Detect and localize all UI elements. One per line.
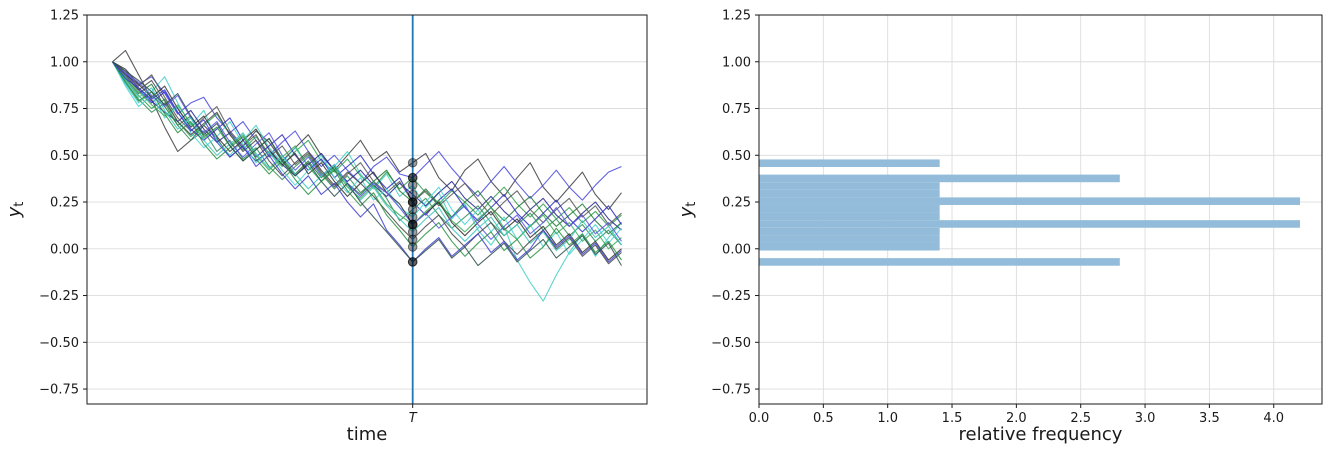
y-tick-label: 0.25 [50,196,79,211]
y-tick-label: 0.75 [722,102,751,117]
histogram-bar [759,235,940,243]
trajectory-line [112,61,622,235]
trajectory-line [112,61,622,267]
y-tick-label: 1.25 [722,9,751,24]
trajectory-line [112,61,622,250]
trajectory-line [112,61,622,231]
y-tick-label: −0.25 [711,289,751,304]
trajectory-line [112,61,622,246]
x-axis-label: time [347,424,388,445]
y-tick-label: −0.75 [711,383,751,398]
sample-dot [407,242,418,252]
sample-dot [407,212,418,222]
y-tick-label: −0.50 [39,336,79,351]
y-tick-label: 0.50 [50,149,79,164]
trajectory-line [112,61,622,261]
histogram-bar [759,227,940,236]
histogram-bar [759,204,940,213]
x-tick-label: 1.0 [877,411,898,426]
sample-dot [407,219,418,230]
y-tick-label: 0.00 [722,242,751,257]
sample-dot [407,234,418,245]
histogram-bar [759,182,940,190]
trajectory-line [112,61,622,265]
trajectory-line [112,61,622,261]
x-tick-label: 0.0 [749,411,770,426]
y-tick-label: 0.00 [50,242,79,257]
sample-dot [407,227,418,237]
histogram-bar [759,258,1120,266]
y-axis-label: yt [676,202,699,219]
x-tick-label: 0.5 [813,411,834,426]
trajectory-line [112,61,622,233]
x-tick-label: 2.0 [1006,411,1027,426]
trajectory-line [112,61,622,302]
axis-spine [758,14,1323,405]
trajectory-line [112,61,622,263]
y-tick-label: −0.25 [39,289,79,304]
trajectory-line [112,61,622,255]
sample-dot [407,257,418,267]
y-axis-label: yt [4,202,27,219]
y-tick-label: 0.50 [722,149,751,164]
x-tick-label: 2.5 [1070,411,1091,426]
trajectory-line [112,61,622,201]
sample-dot [407,157,418,168]
y-tick-label: 1.00 [50,55,79,70]
histogram-bar [759,220,1300,228]
histogram-bar [759,212,940,221]
y-tick-label: −0.50 [711,336,751,351]
histogram-bar [759,197,1300,205]
y-tick-label: 0.25 [722,196,751,211]
sample-dot [407,204,418,215]
y-tick-label: 1.00 [722,55,751,70]
sample-dot [407,189,418,200]
x-tick-label: 3.0 [1135,411,1156,426]
histogram-bar [759,189,940,198]
y-tick-label: −0.75 [39,383,79,398]
x-tick-label: 1.5 [942,411,963,426]
sample-dot [407,197,418,207]
histogram-bar [759,242,940,251]
y-tick-label: 1.25 [50,9,79,24]
sample-dot [407,180,418,190]
histogram-bar [759,159,940,168]
y-tick-label: 0.75 [50,102,79,117]
x-tick-label: 4.0 [1263,411,1284,426]
x-axis-label: relative frequency [959,424,1123,445]
histogram-bar [759,174,1120,183]
x-tick-label: T [409,411,418,426]
sample-dot [407,172,418,183]
axis-spine [86,14,648,405]
trajectory-line [112,61,622,252]
x-tick-label: 3.5 [1199,411,1220,426]
